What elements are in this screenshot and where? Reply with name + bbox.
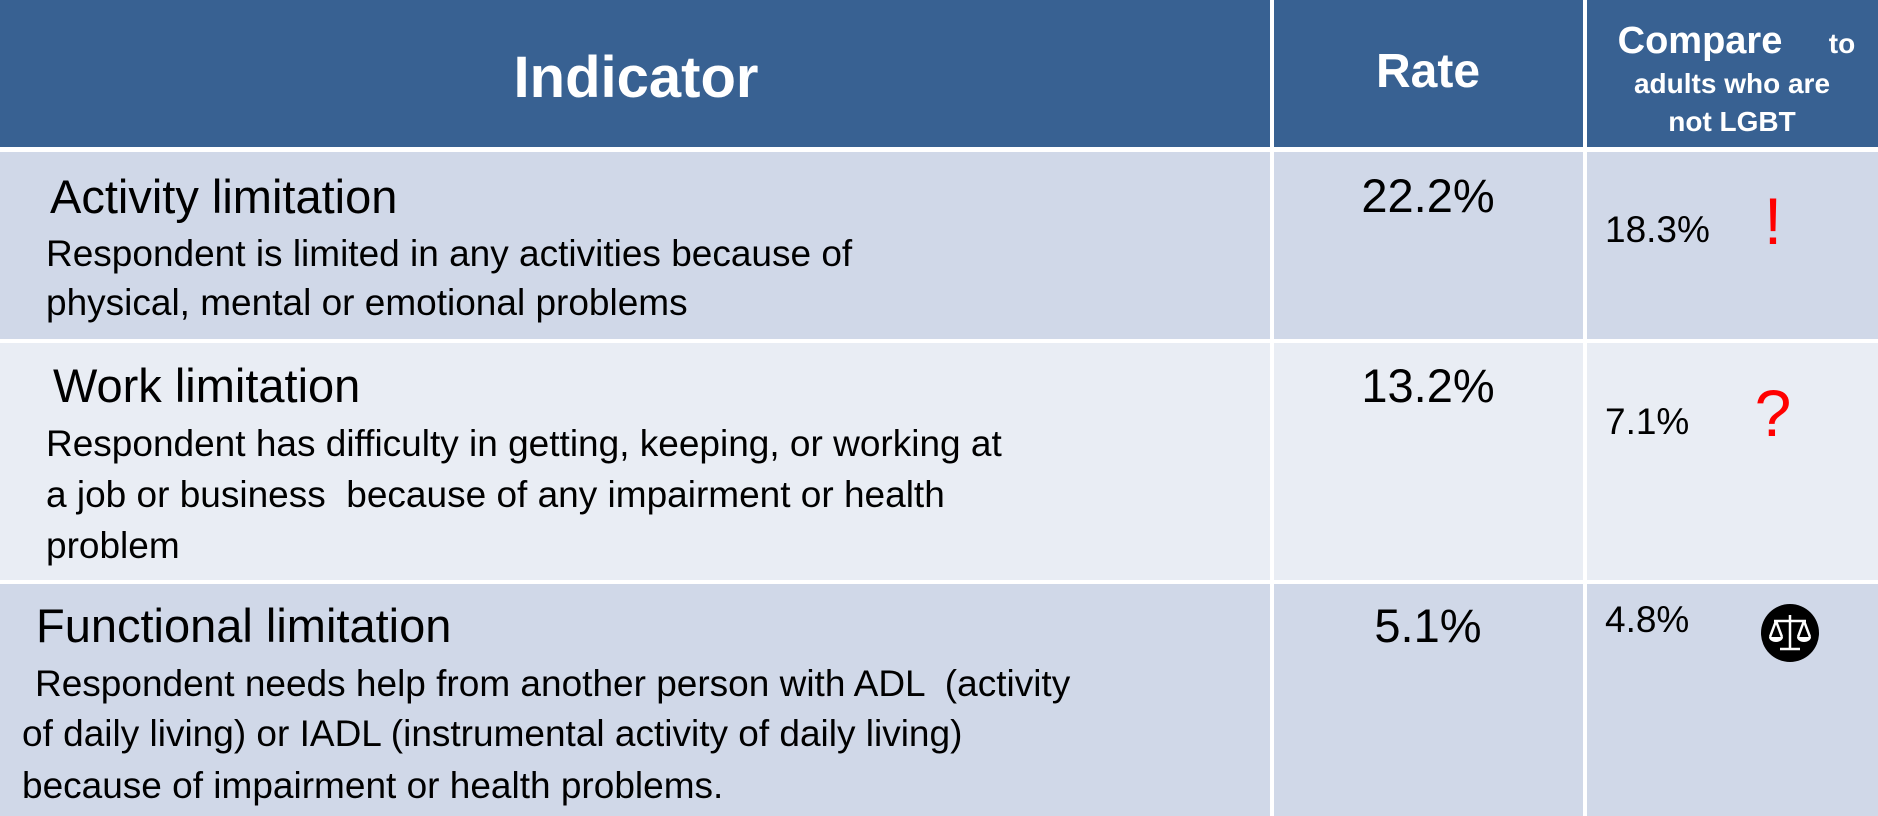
header-cell	[1587, 0, 1878, 147]
symbol: !	[1764, 184, 1782, 258]
cell	[0, 343, 1270, 580]
rate: 22.2%	[1361, 169, 1494, 222]
header-cell	[1274, 0, 1583, 147]
row-description: a job or business because of any impairm…	[46, 474, 945, 515]
row-title: Activity limitation	[50, 170, 397, 223]
cell	[1274, 584, 1583, 816]
header-compare-rest: to	[1829, 28, 1855, 59]
compare: 18.3%	[1605, 209, 1710, 250]
header-compare-rest: adults who are	[1634, 68, 1830, 99]
rate: 5.1%	[1374, 599, 1481, 652]
row-description: Respondent is limited in any activities …	[46, 233, 853, 274]
row-description: physical, mental or emotional problems	[46, 282, 688, 323]
cell	[0, 584, 1270, 816]
row-description: problem	[46, 525, 180, 566]
header-cell	[0, 0, 1270, 147]
cell	[1587, 343, 1878, 580]
cell	[1587, 584, 1878, 816]
row-description: of daily living) or IADL (instrumental a…	[22, 713, 962, 754]
cell	[1274, 152, 1583, 339]
row-description: because of impairment or health problems…	[22, 765, 723, 806]
row-description: Respondent needs help from another perso…	[35, 663, 1071, 704]
rate: 13.2%	[1361, 359, 1494, 412]
header-indicator: Indicator	[514, 45, 759, 110]
symbol: ?	[1755, 376, 1792, 450]
header-rate: Rate	[1376, 45, 1480, 98]
balance-icon	[1761, 604, 1819, 662]
row-description: Respondent has difficulty in getting, ke…	[46, 423, 1002, 464]
cell	[0, 152, 1270, 339]
row-backgrounds	[0, 152, 1878, 816]
cell	[1274, 343, 1583, 580]
compare: 7.1%	[1605, 401, 1689, 442]
header-compare: Compare	[1618, 20, 1783, 62]
header-compare-rest: not LGBT	[1668, 106, 1796, 137]
rows: Activity limitation Respondent is limited…	[22, 169, 1791, 806]
row-title: Work limitation	[53, 359, 360, 412]
row-title: Functional limitation	[36, 599, 451, 652]
compare: 4.8%	[1605, 599, 1689, 640]
cell	[1587, 152, 1878, 339]
